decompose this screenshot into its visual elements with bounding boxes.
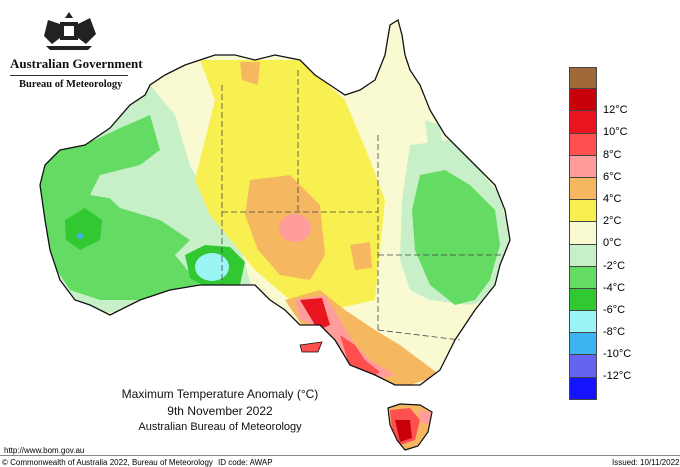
footer-url[interactable]: http://www.bom.gov.au: [4, 446, 85, 455]
legend-label: -6°C: [603, 303, 626, 316]
legend-entry: -6°C: [569, 288, 659, 316]
legend-entry: -8°C: [569, 311, 659, 338]
legend-label: 2°C: [603, 215, 622, 228]
legend-label: 10°C: [603, 126, 628, 139]
legend-entry: 0°C: [569, 222, 659, 249]
legend-swatch: [569, 333, 597, 356]
legend-label: 8°C: [603, 148, 622, 161]
footer-issued: Issued: 10/11/2022: [612, 458, 680, 467]
tasmania-anomaly-field: [387, 403, 433, 451]
legend-label: -4°C: [603, 281, 626, 294]
legend-swatch: [569, 222, 597, 245]
kangaroo-island: [299, 341, 323, 353]
footer-copyright: © Commonwealth of Australia 2022, Bureau…: [2, 458, 213, 467]
legend-entry: [569, 67, 659, 90]
legend-swatch: [569, 155, 597, 178]
legend-label: -8°C: [603, 326, 626, 339]
legend-swatch: [569, 288, 597, 312]
legend-entry: 6°C: [569, 155, 659, 183]
legend-label: -2°C: [603, 259, 626, 272]
legend-swatch: [569, 133, 597, 156]
legend-swatch: [569, 266, 597, 289]
legend-label: 4°C: [603, 192, 622, 205]
legend-swatch: [569, 177, 597, 201]
legend-label: 12°C: [603, 104, 628, 117]
legend-entry: 10°C: [569, 111, 659, 138]
legend-swatch: [569, 89, 597, 112]
legend-swatch: [569, 67, 597, 90]
legend-label: -10°C: [603, 348, 632, 361]
coat-of-arms-icon: [44, 12, 96, 50]
footer-divider: [0, 455, 680, 456]
legend-entry: -12°C: [569, 355, 659, 382]
legend-entry: 8°C: [569, 133, 659, 161]
map-organisation: Australian Bureau of Meteorology: [138, 421, 302, 433]
legend-swatch: [569, 377, 597, 400]
logo-divider: [10, 75, 128, 76]
government-name: Australian Government: [10, 56, 143, 71]
legend-entry: 12°C: [569, 89, 659, 116]
legend-swatch: [569, 355, 597, 378]
map-title: Maximum Temperature Anomaly (°C): [121, 387, 319, 401]
mainland-anomaly-field: [39, 19, 511, 386]
temperature-legend: 12°C 10°C 8°C 6°C 4°C 2°C 0°C -2°C -4°C -6°C -8°C -…: [569, 67, 659, 400]
legend-label: 0°C: [603, 237, 622, 250]
bureau-name: Bureau of Meteorology: [19, 79, 123, 90]
legend-entry: [569, 377, 659, 400]
government-logo: Australian Government Bureau of Meteorol…: [10, 10, 143, 90]
legend-entry: -2°C: [569, 244, 659, 272]
map-date: 9th November 2022: [167, 404, 273, 418]
legend-swatch: [569, 200, 597, 223]
legend-entry: -10°C: [569, 333, 659, 360]
legend-swatch: [569, 111, 597, 134]
legend-entry: -4°C: [569, 266, 659, 294]
legend-swatch: [569, 311, 597, 334]
legend-label: 6°C: [603, 170, 622, 183]
legend-entry: 2°C: [569, 200, 659, 227]
legend-label: -12°C: [603, 370, 632, 383]
footer-id-code: ID code: AWAP: [218, 458, 273, 467]
legend-entry: 4°C: [569, 177, 659, 205]
legend-swatch: [569, 244, 597, 267]
